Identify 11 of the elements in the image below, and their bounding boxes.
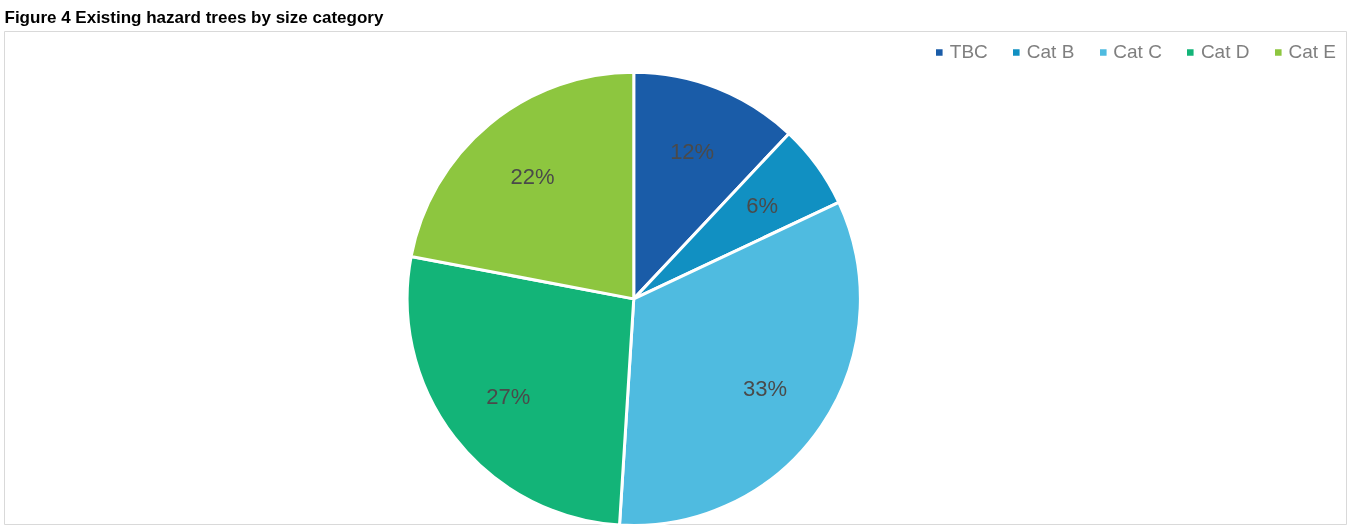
data-label: 22% (510, 164, 555, 190)
data-label: 12% (670, 138, 715, 164)
legend-label: Cat C (1113, 41, 1162, 63)
legend-label: Cat E (1288, 41, 1336, 63)
legend-label: Cat D (1200, 41, 1250, 63)
data-label: 6% (746, 193, 778, 219)
text: Figure 4 Existing hazard trees by size category (4, 7, 384, 27)
legend-label: Cat B (1026, 41, 1075, 63)
data-label: 33% (742, 375, 787, 401)
legend-label: TBC (949, 41, 988, 63)
data-label: 27% (486, 383, 531, 409)
